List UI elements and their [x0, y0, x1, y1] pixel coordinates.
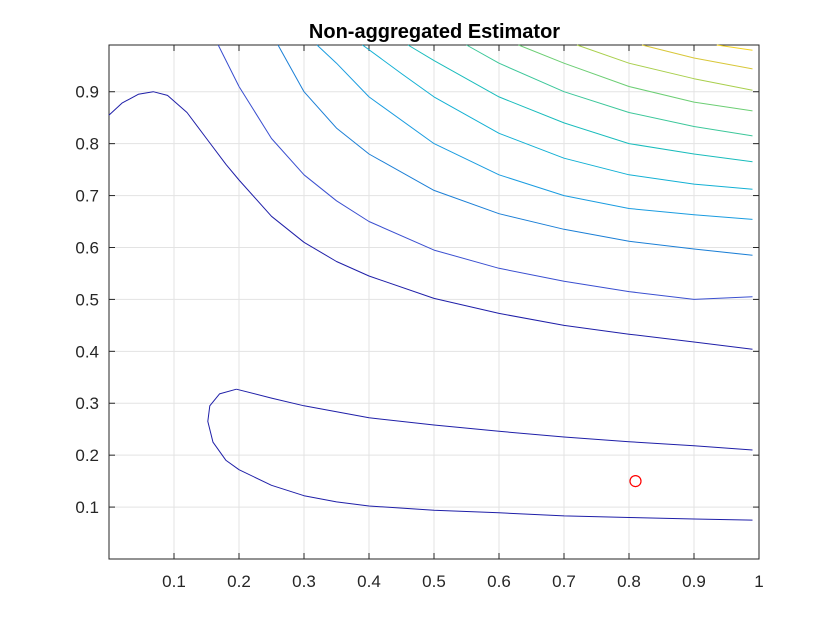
axes [108, 44, 760, 560]
contour-line-3 [108, 91, 753, 350]
marker-circle [629, 475, 642, 488]
x-tick-label: 0.3 [292, 572, 316, 591]
x-tick-label: 0.4 [357, 572, 381, 591]
tick-labels: 0.1 0.2 0.3 0.4 0.5 0.6 0.7 0.8 0.9 1 0.1 0.2 0.3 0.4… [75, 83, 763, 591]
contour-lines [108, 44, 753, 521]
contour-line-8 [407, 44, 753, 163]
y-tick-label: 0.3 [75, 394, 99, 413]
y-tick-label: 0.5 [75, 290, 99, 309]
y-tick-label: 0.9 [75, 83, 99, 102]
y-tick-label: 0.1 [75, 498, 99, 517]
contour-line-9 [466, 44, 753, 137]
contour-line-10 [518, 44, 753, 112]
x-tick-label: 0.9 [682, 572, 706, 591]
x-tick-label: 0.5 [422, 572, 446, 591]
grid [109, 45, 759, 559]
contour-line-7 [362, 44, 753, 190]
x-tick-label: 0.7 [552, 572, 576, 591]
contour-line-11 [576, 44, 753, 91]
contour-line-2 [207, 388, 753, 521]
y-tick-label: 0.2 [75, 446, 99, 465]
contour-line-5 [277, 44, 753, 256]
contour-line-6 [316, 44, 753, 220]
contour-line-1 [236, 388, 753, 451]
x-tick-label: 0.6 [487, 572, 511, 591]
y-tick-label: 0.7 [75, 187, 99, 206]
y-tick-label: 0.8 [75, 135, 99, 154]
x-tick-label: 0.1 [162, 572, 186, 591]
x-tick-label: 0.8 [617, 572, 641, 591]
x-tick-label: 1 [754, 572, 763, 591]
contour-line-4 [217, 44, 753, 300]
markers [629, 475, 642, 488]
contour-line-12 [641, 44, 753, 70]
chart-title: Non-aggregated Estimator [309, 21, 560, 43]
y-tick-label: 0.4 [75, 342, 99, 361]
contour-line-13 [716, 44, 753, 51]
y-tick-label: 0.6 [75, 238, 99, 257]
x-tick-label: 0.2 [227, 572, 251, 591]
